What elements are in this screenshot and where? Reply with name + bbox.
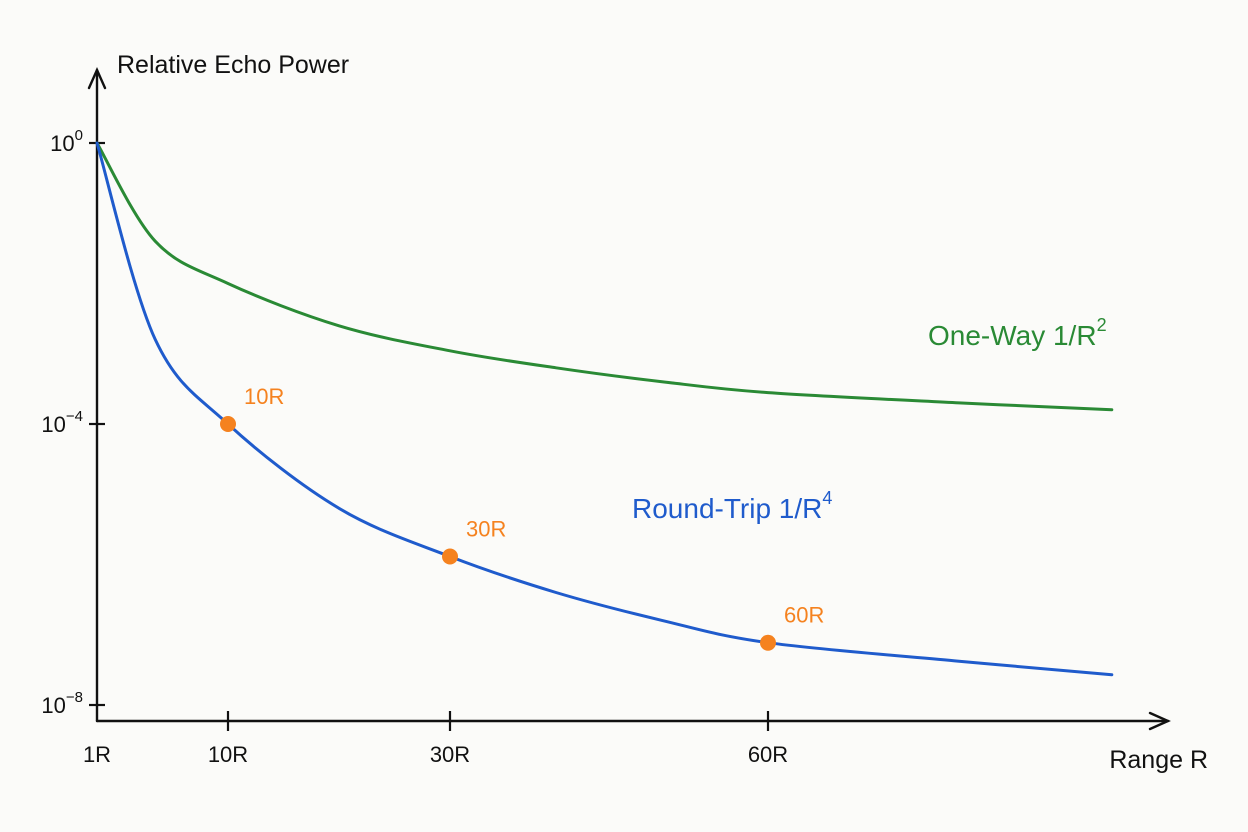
series-line-round-trip	[95, 141, 1114, 677]
series-labels: One-Way 1/R2 Round-Trip 1/R4	[632, 315, 1107, 524]
x-axis-title: Range R	[1109, 746, 1208, 774]
x-axis-arrow	[1148, 711, 1171, 731]
series-line-one-way	[95, 141, 1114, 412]
y-tick-label: 10−8	[41, 689, 83, 718]
series-label-exponent: 4	[822, 488, 832, 508]
x-tick-label: 60R	[748, 742, 788, 767]
data-point-label: 10R	[244, 384, 284, 409]
y-tick-base: 10	[41, 693, 65, 718]
x-ticks: 1R 10R 30R 60R	[83, 711, 788, 767]
series-label-text: Round-Trip 1/R	[632, 493, 822, 524]
data-point-marker	[760, 634, 776, 651]
y-tick-label: 100	[50, 127, 83, 156]
data-point-label: 60R	[784, 603, 824, 628]
y-tick-base: 10	[41, 412, 65, 437]
y-tick-exponent: 0	[75, 127, 83, 144]
series-lines	[95, 141, 1114, 677]
series-label-one-way: One-Way 1/R2	[928, 315, 1107, 351]
data-point-marker	[442, 548, 458, 565]
x-tick-label: 10R	[208, 742, 248, 767]
series-label-text: One-Way 1/R	[928, 320, 1097, 351]
x-tick-label: 30R	[430, 742, 470, 767]
y-tick-base: 10	[50, 131, 74, 156]
data-point-marker	[220, 416, 236, 432]
series-label-exponent: 2	[1097, 315, 1107, 335]
y-tick-label: 10−4	[41, 408, 83, 437]
y-axis-title: Relative Echo Power	[117, 51, 349, 79]
data-point-label: 30R	[466, 516, 506, 541]
x-tick-label: 1R	[83, 742, 111, 767]
y-axis-arrow	[87, 67, 107, 90]
y-tick-exponent: −4	[66, 408, 83, 425]
y-tick-exponent: −8	[66, 689, 83, 706]
series-label-round-trip: Round-Trip 1/R4	[632, 488, 832, 524]
markers: 10R 30R 60R	[220, 384, 824, 651]
